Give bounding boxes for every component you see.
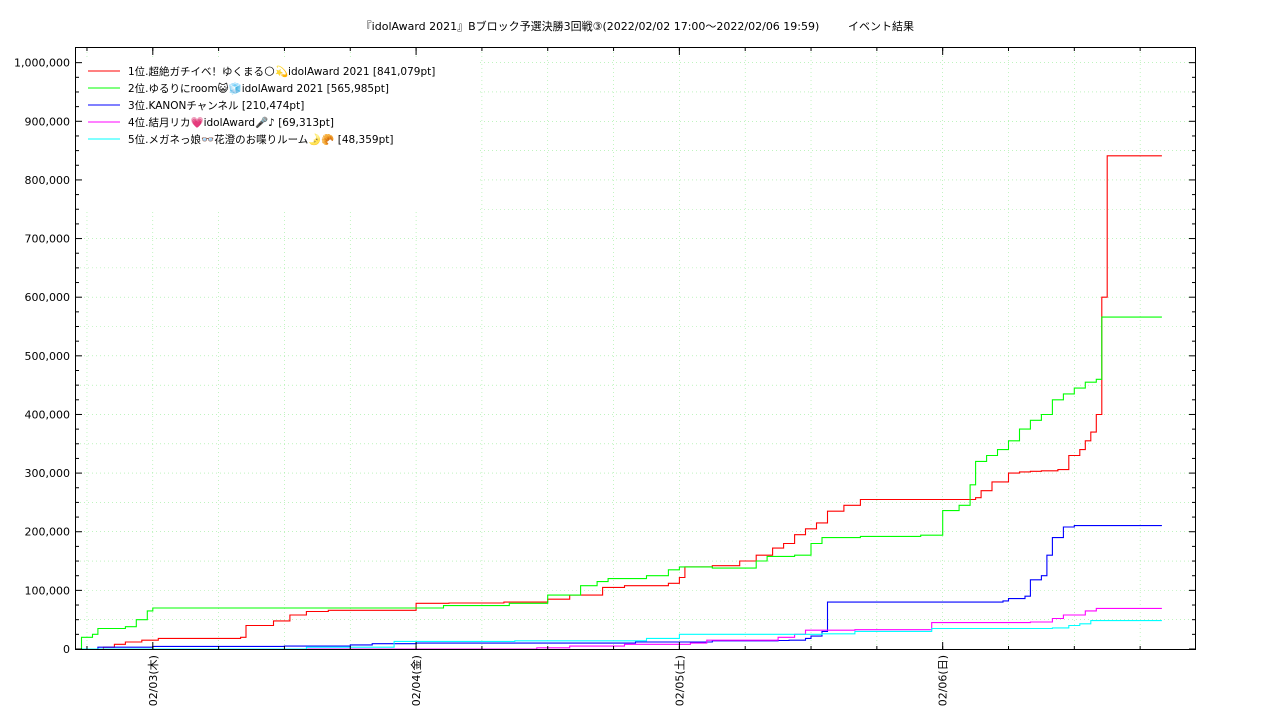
axes: 0 100,000 200,000 300,000 400,000 500,000 600,… bbox=[14, 48, 1195, 706]
plot-frame bbox=[75, 47, 1196, 650]
y-tick-label: 200,000 bbox=[25, 526, 71, 539]
y-tick-label: 800,000 bbox=[25, 174, 71, 187]
y-tick-label: 300,000 bbox=[25, 467, 71, 480]
chart-subtitle: イベント結果 bbox=[848, 19, 914, 33]
legend-label: 3位.KANONチャンネル [210,474pt] bbox=[128, 99, 304, 112]
y-tick-label: 500,000 bbox=[25, 350, 71, 363]
y-tick-label: 0 bbox=[63, 643, 70, 656]
chart-title: 『idolAward 2021』Bブロック予選決勝3回戦③(2022/02/02… bbox=[361, 19, 820, 33]
y-tick-label: 1,000,000 bbox=[14, 57, 70, 70]
series-line bbox=[76, 155, 1162, 650]
series-line bbox=[76, 316, 1162, 650]
series-line bbox=[76, 620, 1162, 650]
legend-label: 4位.結月リカ💗idolAward🎤♪ [69,313pt] bbox=[128, 116, 334, 129]
y-tick-label: 400,000 bbox=[25, 408, 71, 421]
x-tick-label: 02/06(日) bbox=[937, 655, 950, 706]
y-tick-label: 100,000 bbox=[25, 584, 71, 597]
x-tick-label: 02/03(木) bbox=[147, 655, 160, 706]
legend-label: 1位.超絶ガチイベ！ゆくまる🌕💫idolAward 2021 [841,079p… bbox=[128, 65, 435, 78]
x-tick-label: 02/05(土) bbox=[673, 655, 686, 706]
legend: 1位.超絶ガチイベ！ゆくまる🌕💫idolAward 2021 [841,079p… bbox=[88, 65, 435, 146]
series-line bbox=[76, 525, 1162, 650]
y-tick-label: 700,000 bbox=[25, 233, 71, 246]
legend-background bbox=[80, 60, 480, 210]
series-line bbox=[76, 607, 1162, 650]
legend-label: 5位.メガネっ娘👓花澄のお喋りルーム🌛🥐 [48,359pt] bbox=[128, 133, 393, 146]
x-tick-label: 02/04(金) bbox=[409, 655, 423, 706]
legend-label: 2位.ゆるりにroom😺🧊idolAward 2021 [565,985pt] bbox=[128, 82, 389, 95]
y-tick-label: 600,000 bbox=[25, 291, 71, 304]
y-tick-label: 900,000 bbox=[25, 115, 71, 128]
series-lines bbox=[76, 155, 1162, 650]
